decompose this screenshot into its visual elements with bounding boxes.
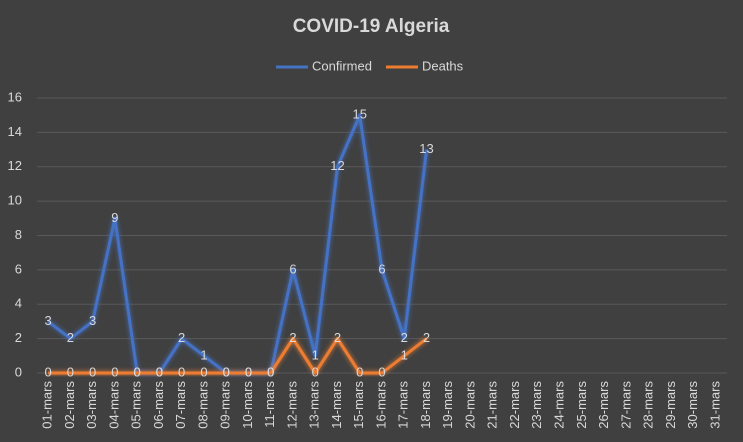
data-label: 1 xyxy=(200,347,207,362)
data-label: 0 xyxy=(378,364,385,379)
x-tick-label: 26-mars xyxy=(596,381,611,429)
y-tick-label: 8 xyxy=(15,227,22,242)
data-label: 0 xyxy=(312,364,319,379)
y-tick-label: 4 xyxy=(15,296,22,311)
x-tick-label: 06-mars xyxy=(151,381,166,429)
data-label: 0 xyxy=(223,364,230,379)
x-tick-label: 20-mars xyxy=(462,381,477,429)
y-tick-label: 10 xyxy=(8,193,22,208)
x-tick-label: 10-mars xyxy=(240,381,255,429)
data-label: 0 xyxy=(45,364,52,379)
data-label: 0 xyxy=(111,364,118,379)
x-tick-label: 30-mars xyxy=(685,381,700,429)
data-label: 0 xyxy=(178,364,185,379)
data-label: 2 xyxy=(289,330,296,345)
x-tick-label: 19-mars xyxy=(440,381,455,429)
data-label: 0 xyxy=(89,364,96,379)
x-tick-label: 08-mars xyxy=(195,381,210,429)
x-tick-label: 05-mars xyxy=(129,381,144,429)
x-tick-label: 07-mars xyxy=(173,381,188,429)
data-label: 9 xyxy=(111,210,118,225)
x-tick-label: 04-mars xyxy=(106,381,121,429)
x-tick-label: 17-mars xyxy=(396,381,411,429)
y-tick-label: 2 xyxy=(15,330,22,345)
x-tick-label: 11-mars xyxy=(262,381,277,428)
y-tick-label: 0 xyxy=(15,364,22,379)
x-tick-label: 28-mars xyxy=(641,381,656,429)
legend-label: Confirmed xyxy=(312,58,372,73)
data-label: 0 xyxy=(267,364,274,379)
x-tick-label: 01-mars xyxy=(40,381,55,429)
data-label: 6 xyxy=(289,261,296,276)
data-label: 0 xyxy=(245,364,252,379)
legend-label: Deaths xyxy=(422,58,464,73)
data-label: 3 xyxy=(89,313,96,328)
x-tick-label: 29-mars xyxy=(663,381,678,429)
x-tick-label: 16-mars xyxy=(373,381,388,429)
x-tick-label: 09-mars xyxy=(218,381,233,429)
x-tick-label: 02-mars xyxy=(62,381,77,429)
data-label: 0 xyxy=(356,364,363,379)
data-label: 6 xyxy=(378,261,385,276)
data-label: 0 xyxy=(267,364,274,379)
data-label: 0 xyxy=(156,364,163,379)
y-tick-label: 16 xyxy=(8,89,22,104)
data-label: 3 xyxy=(45,313,52,328)
data-label: 13 xyxy=(419,141,433,156)
x-tick-label: 25-mars xyxy=(574,381,589,429)
data-label: 0 xyxy=(134,364,141,379)
y-tick-label: 6 xyxy=(15,261,22,276)
x-tick-label: 22-mars xyxy=(507,381,522,429)
data-label: 0 xyxy=(245,364,252,379)
data-label: 0 xyxy=(223,364,230,379)
x-tick-label: 03-mars xyxy=(84,381,99,429)
data-label: 2 xyxy=(67,330,74,345)
data-label: 2 xyxy=(423,330,430,345)
data-label: 0 xyxy=(156,364,163,379)
x-tick-label: 13-mars xyxy=(307,381,322,429)
data-label: 1 xyxy=(312,347,319,362)
x-tick-label: 14-mars xyxy=(329,381,344,429)
x-tick-label: 12-mars xyxy=(284,381,299,429)
data-label: 0 xyxy=(200,364,207,379)
data-label: 1 xyxy=(401,347,408,362)
x-tick-label: 23-mars xyxy=(529,381,544,429)
data-label: 0 xyxy=(67,364,74,379)
x-tick-label: 18-mars xyxy=(418,381,433,429)
series-line xyxy=(48,337,428,375)
chart-title: COVID-19 Algeria xyxy=(293,16,450,37)
x-tick-label: 15-mars xyxy=(351,381,366,429)
data-label: 2 xyxy=(178,330,185,345)
x-tick-label: 24-mars xyxy=(552,381,567,429)
x-tick-label: 27-mars xyxy=(618,381,633,429)
data-label: 12 xyxy=(330,158,344,173)
x-tick-label: 21-mars xyxy=(485,381,500,429)
data-label: 0 xyxy=(134,364,141,379)
data-label: 15 xyxy=(353,107,367,122)
data-label: 2 xyxy=(401,330,408,345)
y-tick-label: 12 xyxy=(8,158,22,173)
data-label: 2 xyxy=(334,330,341,345)
y-tick-label: 14 xyxy=(8,124,22,139)
x-tick-label: 31-mars xyxy=(707,381,722,429)
